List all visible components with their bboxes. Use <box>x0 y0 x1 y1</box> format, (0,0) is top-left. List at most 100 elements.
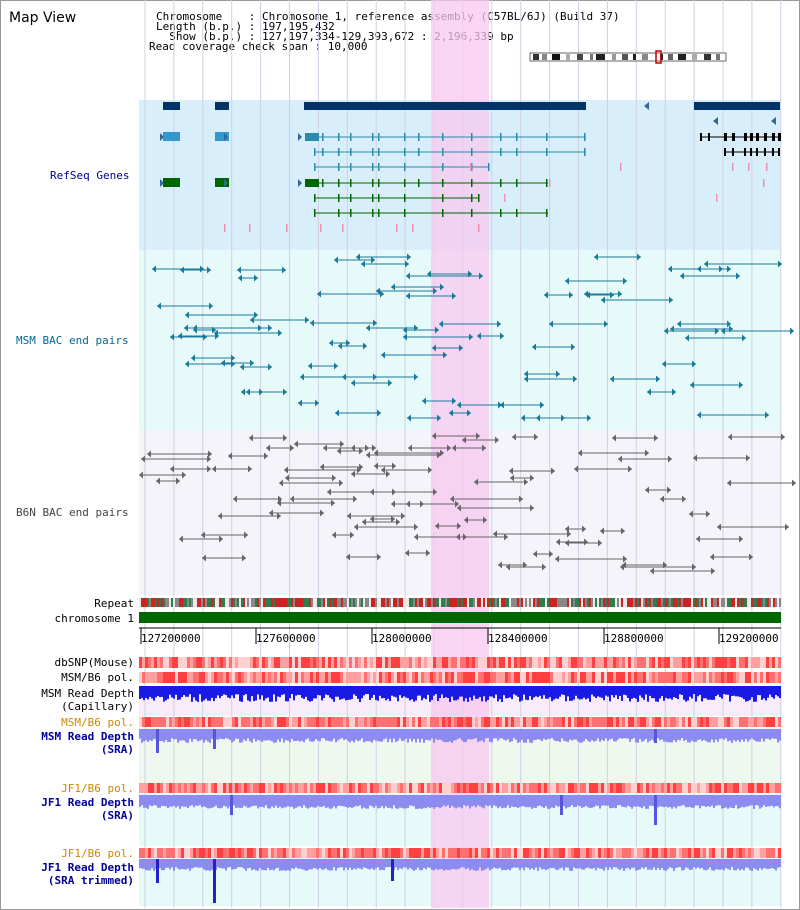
bac-end-marker <box>594 253 598 261</box>
polymorphism-cell <box>544 672 547 683</box>
read-depth-bar <box>515 795 517 808</box>
read-depth-bar <box>701 729 703 742</box>
read-depth-bar <box>373 859 375 871</box>
read-depth-bar <box>265 729 267 741</box>
read-depth-bar <box>177 729 179 743</box>
read-depth-bar <box>495 795 497 807</box>
polymorphism-cell <box>460 848 463 858</box>
bac-end-marker <box>668 265 672 273</box>
read-depth-bar <box>257 729 259 741</box>
polymorphism-cell <box>301 848 304 858</box>
read-depth-bar <box>225 795 227 807</box>
polymorphism-cell <box>385 783 388 793</box>
bac-end-marker <box>669 296 673 304</box>
read-depth-bar <box>567 729 569 743</box>
repeat-segment <box>403 598 405 607</box>
polymorphism-cell <box>607 717 610 727</box>
repeat-segment <box>743 598 745 607</box>
read-depth-bar <box>385 729 387 739</box>
polymorphism-cell <box>712 672 715 683</box>
polymorphism-cell <box>388 657 391 668</box>
polymorphism-cell <box>343 657 346 668</box>
polymorphism-cell <box>229 657 232 668</box>
read-depth-bar <box>549 795 551 809</box>
polymorphism-cell <box>769 672 772 683</box>
track-label-refseq[interactable]: RefSeq Genes <box>50 169 130 182</box>
read-depth-bar <box>631 795 633 809</box>
read-depth-bar <box>641 795 643 809</box>
repeat-segment <box>239 598 241 607</box>
read-depth-bar <box>173 686 175 699</box>
read-depth-bar <box>451 859 453 869</box>
read-depth-bar <box>479 686 481 698</box>
polymorphism-cell <box>460 783 463 793</box>
polymorphism-cell <box>742 848 745 858</box>
read-depth-bar <box>259 795 261 807</box>
polymorphism-cell <box>238 672 241 683</box>
gene-exon <box>378 133 380 141</box>
read-depth-bar <box>361 795 363 809</box>
polymorphism-cell <box>505 783 508 793</box>
read-depth-bar <box>341 729 343 739</box>
polymorphism-cell <box>763 657 766 668</box>
bac-end-marker <box>381 351 385 359</box>
repeat-segment <box>581 598 583 607</box>
read-depth-bar <box>249 795 251 808</box>
polymorphism-cell <box>343 848 346 858</box>
read-depth-bar <box>775 859 777 871</box>
polymorphism-cell <box>751 672 754 683</box>
bac-end-marker <box>544 291 548 299</box>
read-depth-bar <box>241 686 243 702</box>
polymorphism-cell <box>676 717 679 727</box>
repeat-segment <box>141 598 143 607</box>
read-depth-bar <box>155 795 157 806</box>
bac-end-marker <box>462 436 466 444</box>
read-depth-bar <box>477 795 479 806</box>
polymorphism-cell <box>148 848 151 858</box>
polymorphism-cell <box>637 848 640 858</box>
polymorphism-cell <box>598 657 601 668</box>
polymorphism-cell <box>490 657 493 668</box>
read-depth-bar <box>313 729 315 742</box>
track-label-msm-b6-pol-2: MSM/B6 pol. <box>61 716 134 729</box>
read-depth-bar <box>415 859 417 870</box>
read-depth-bar <box>175 859 177 868</box>
gene-exon <box>442 148 444 156</box>
polymorphism-cell <box>589 657 592 668</box>
polymorphism-cell <box>433 717 436 727</box>
polymorphism-cell <box>184 657 187 668</box>
read-depth-bar <box>643 686 645 700</box>
bac-end-marker <box>697 265 701 273</box>
read-depth-bar <box>335 859 337 871</box>
read-depth-bar <box>383 859 385 871</box>
read-depth-bar <box>561 729 563 739</box>
polymorphism-cell <box>409 783 412 793</box>
polymorphism-cell <box>772 783 775 793</box>
polymorphism-cell <box>712 783 715 793</box>
polymorphism-cell <box>370 672 373 683</box>
read-depth-bar <box>445 729 447 743</box>
repeat-segment <box>207 598 209 607</box>
repeat-segment <box>337 598 339 607</box>
track-label-msm-bac[interactable]: MSM BAC end pairs <box>16 334 129 347</box>
polymorphism-cell <box>430 848 433 858</box>
repeat-segment <box>187 598 189 607</box>
read-depth-bar <box>447 686 449 699</box>
repeat-segment <box>413 598 415 607</box>
polymorphism-cell <box>169 672 172 683</box>
read-depth-bar <box>613 859 615 868</box>
read-depth-bar <box>405 686 407 698</box>
polymorphism-cell <box>394 657 397 668</box>
repeat-segment <box>647 598 649 607</box>
polymorphism-cell <box>142 783 145 793</box>
track-label-b6n-bac[interactable]: B6N BAC end pairs <box>16 506 129 519</box>
polymorphism-cell <box>694 848 697 858</box>
read-depth-bar <box>727 686 729 695</box>
read-depth-bar <box>233 686 235 699</box>
polymorphism-cell <box>154 657 157 668</box>
polymorphism-cell <box>457 672 460 683</box>
read-depth-bar <box>601 686 603 698</box>
read-depth-bar <box>363 729 365 743</box>
polymorphism-cell <box>406 848 409 858</box>
